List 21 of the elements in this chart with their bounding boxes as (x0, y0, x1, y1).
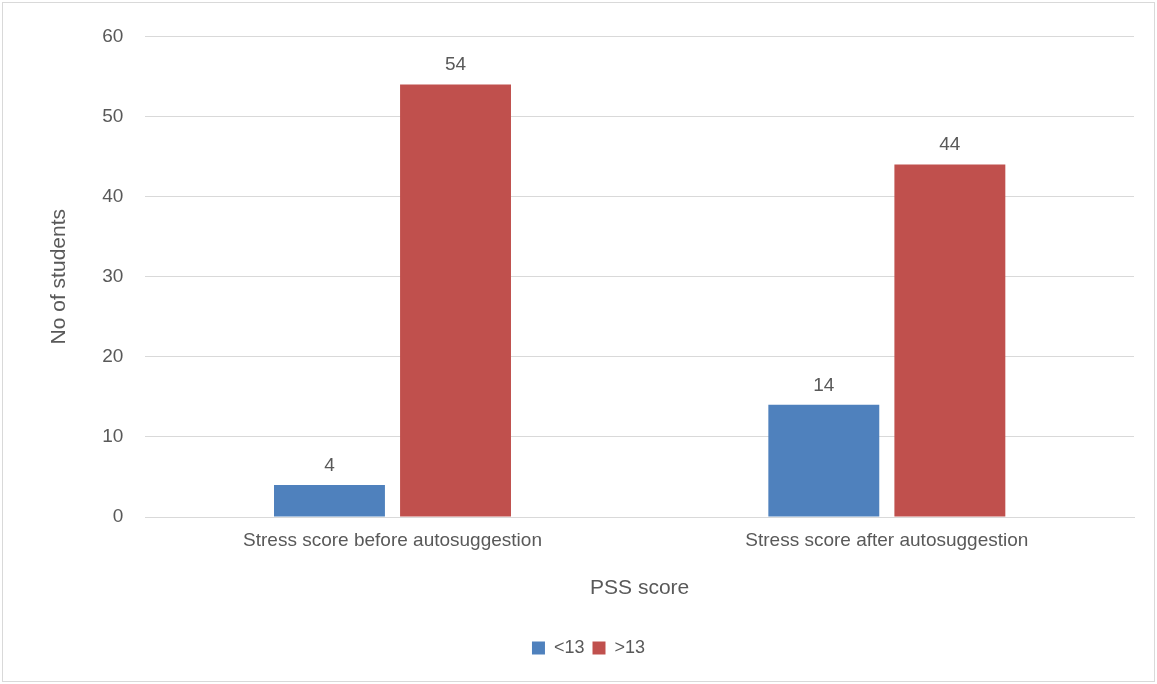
y-tick-label: 20 (102, 345, 124, 367)
y-tick-label: 40 (102, 184, 124, 206)
y-tick-label: 30 (102, 264, 124, 286)
y-tick-label: 60 (102, 24, 124, 46)
x-axis-title: PSS score (590, 575, 690, 599)
bar (400, 84, 511, 517)
x-tick-label: Stress score after autosuggestion (745, 528, 1029, 550)
legend-label: <13 (553, 636, 585, 657)
bar (768, 404, 880, 517)
bar (274, 484, 385, 517)
bar (894, 164, 1006, 517)
legend-label: >13 (614, 636, 646, 657)
y-tick-label: 10 (102, 425, 124, 447)
data-label: 54 (444, 53, 467, 75)
data-label: 4 (324, 453, 336, 475)
y-axis-title: No of students (46, 208, 70, 345)
data-label: 14 (813, 373, 835, 395)
y-tick-label: 0 (112, 505, 124, 527)
data-label: 44 (939, 133, 961, 155)
y-tick-label: 50 (102, 104, 124, 126)
x-tick-label: Stress score before autosuggestion (243, 528, 542, 550)
